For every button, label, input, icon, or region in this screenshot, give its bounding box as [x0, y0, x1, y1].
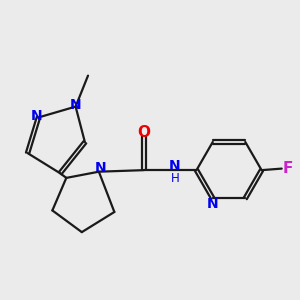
- Text: N: N: [169, 159, 181, 173]
- Text: N: N: [31, 109, 43, 123]
- Text: O: O: [137, 125, 150, 140]
- Text: H: H: [170, 172, 179, 185]
- Text: N: N: [94, 161, 106, 175]
- Text: N: N: [207, 196, 219, 211]
- Text: F: F: [283, 161, 293, 176]
- Text: N: N: [70, 98, 81, 112]
